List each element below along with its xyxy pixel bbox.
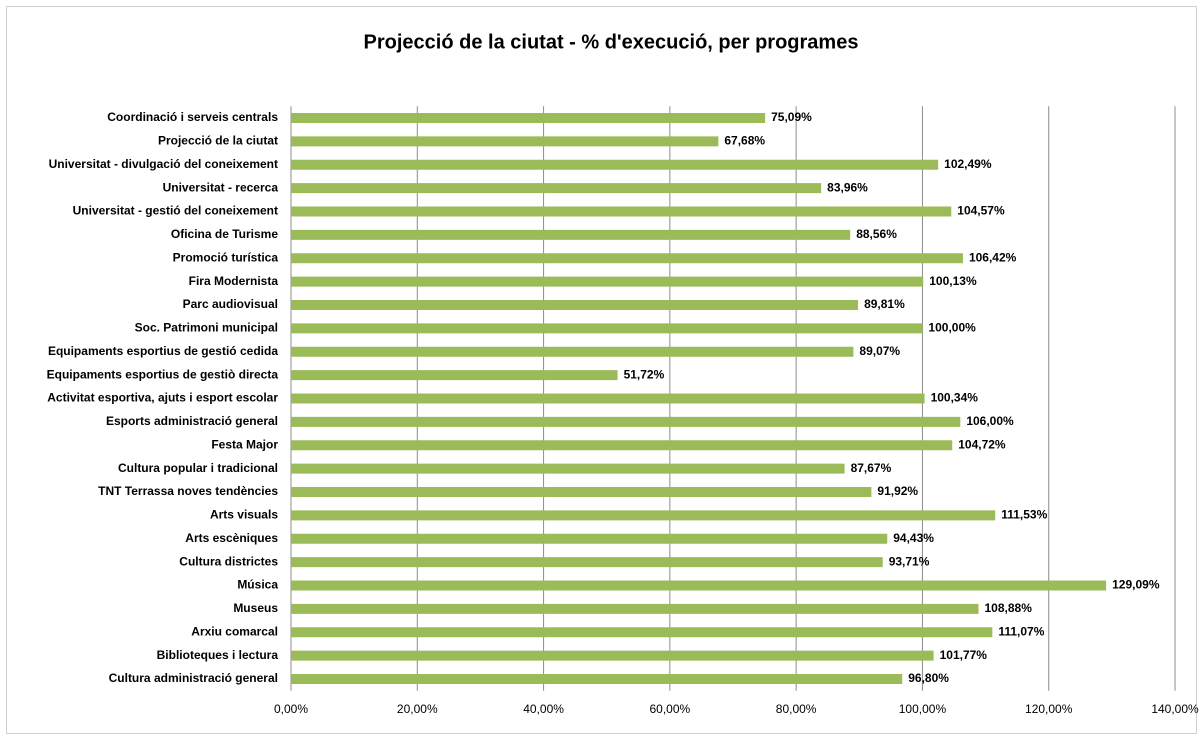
bar [291,276,924,287]
x-tick-label: 100,00% [899,702,947,716]
bar [291,299,859,310]
bar [291,627,993,638]
y-tick-label: Promoció turística [173,250,279,264]
bar [291,487,872,498]
bar [291,323,923,334]
y-tick-label: Soc. Patrimoni municipal [135,321,278,335]
bar [291,580,1107,591]
y-tick-label: Equipaments esportius de gestiò directa [47,367,279,381]
y-tick-label: Universitat - divulgació del coneixement [49,157,278,171]
data-label: 104,57% [957,204,1005,218]
data-label: 106,00% [966,414,1014,428]
bar [291,229,851,240]
data-label: 100,13% [929,274,977,288]
bar [291,159,939,170]
data-label: 94,43% [893,531,934,545]
data-label: 75,09% [771,110,812,124]
bar [291,206,952,217]
data-label: 89,81% [864,297,905,311]
data-label: 96,80% [908,671,949,685]
data-label: 111,53% [1001,508,1047,522]
bar [291,346,854,357]
data-label: 101,77% [940,648,988,662]
y-tick-label: Cultura districtes [179,554,278,568]
data-label: 51,72% [624,367,665,381]
y-tick-label: TNT Terrassa noves tendències [98,484,278,498]
data-label: 91,92% [877,484,918,498]
bar [291,253,963,264]
data-label: 106,42% [969,250,1017,264]
data-label: 104,72% [958,437,1006,451]
data-label: 67,68% [724,134,765,148]
x-tick-label: 40,00% [523,702,564,716]
bar [291,370,618,381]
data-label: 111,07% [998,624,1044,638]
y-tick-label: Arts escèniques [185,531,278,545]
data-label: 100,34% [931,391,979,405]
x-tick-label: 20,00% [397,702,438,716]
y-tick-label: Activitat esportiva, ajuts i esport esco… [47,391,278,405]
data-label: 129,09% [1112,578,1160,592]
data-label: 100,00% [928,321,976,335]
y-tick-label: Arts visuals [210,508,278,522]
bar [291,510,996,521]
data-label: 108,88% [984,601,1032,615]
y-tick-label: Esports administració general [106,414,278,428]
bar [291,650,934,661]
y-tick-label: Música [237,578,278,592]
y-tick-label: Coordinació i serveis centrals [107,110,278,124]
y-tick-label: Parc audiovisual [183,297,278,311]
y-tick-label: Fira Modernista [189,274,279,288]
data-label: 89,07% [859,344,900,358]
data-label: 83,96% [827,180,868,194]
data-label: 88,56% [856,227,897,241]
x-tick-label: 0,00% [274,702,308,716]
bar [291,603,979,614]
x-tick-label: 80,00% [776,702,817,716]
y-tick-label: Equipaments esportius de gestió cedida [48,344,278,358]
bar [291,463,845,474]
y-tick-label: Museus [233,601,278,615]
x-tick-label: 60,00% [650,702,691,716]
y-tick-label: Universitat - recerca [163,180,279,194]
y-tick-label: Cultura administració general [109,671,278,685]
bar [291,533,888,544]
y-tick-label: Festa Major [211,437,278,451]
bar [291,136,719,147]
bar [291,440,953,451]
data-label: 87,67% [851,461,892,475]
y-tick-label: Cultura popular i tradicional [118,461,278,475]
bar [291,393,925,404]
x-tick-label: 140,00% [1151,702,1199,716]
data-label: 102,49% [944,157,992,171]
y-tick-label: Projecció de la ciutat [158,134,278,148]
y-tick-label: Biblioteques i lectura [157,648,279,662]
y-tick-label: Oficina de Turisme [171,227,278,241]
y-tick-label: Arxiu comarcal [191,624,278,638]
bar [291,674,903,685]
data-label: 93,71% [889,554,930,568]
chart-title: Projecció de la ciutat - % d'execució, p… [364,31,859,53]
y-tick-label: Universitat - gestió del coneixement [73,204,278,218]
bar [291,557,883,568]
bar [291,112,766,123]
x-tick-label: 120,00% [1025,702,1073,716]
bar [291,183,822,194]
bar [291,416,961,427]
